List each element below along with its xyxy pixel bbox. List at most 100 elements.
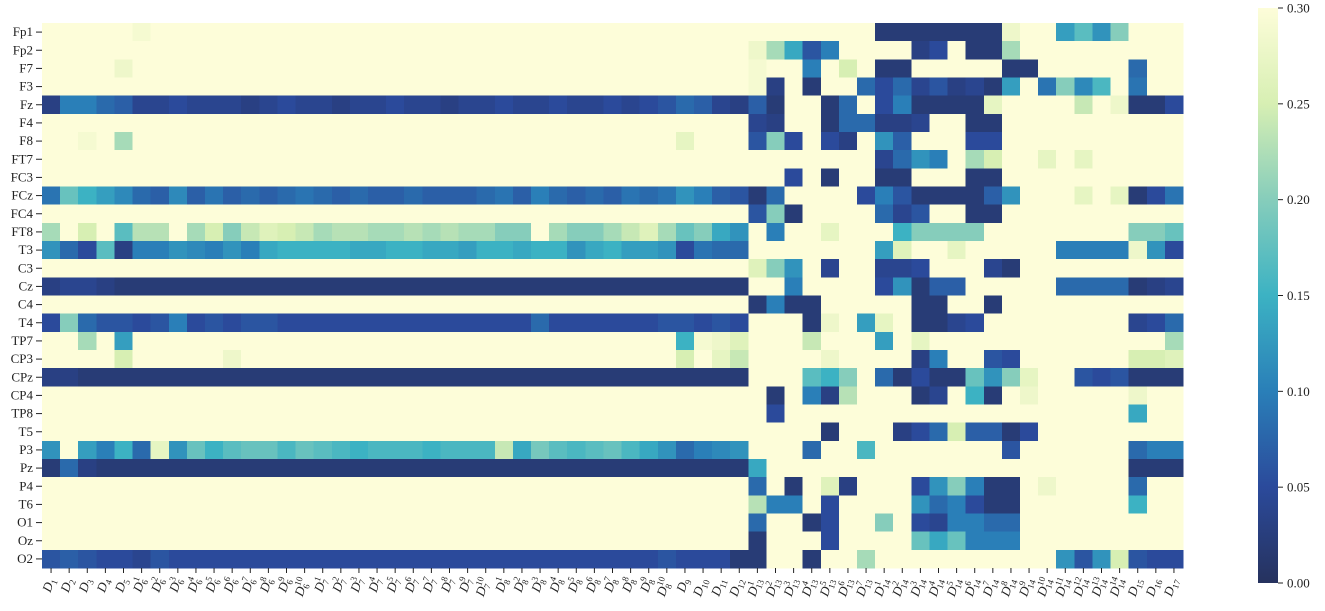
x-label-sup: 2	[890, 579, 901, 587]
heat-cell	[585, 440, 605, 460]
heat-cell	[277, 459, 297, 478]
heat-cell	[857, 241, 876, 260]
heat-cell	[766, 440, 786, 460]
heat-cell	[911, 77, 931, 97]
heat-cell	[1001, 404, 1021, 424]
heat-cell	[349, 204, 369, 224]
x-label-sup: 11	[1053, 576, 1065, 588]
heat-cell	[639, 549, 659, 569]
heat-cell	[313, 113, 333, 133]
heat-cell	[1038, 440, 1057, 460]
heat-cell	[784, 259, 804, 278]
heat-cell	[567, 59, 586, 79]
heat-cell	[259, 386, 279, 406]
heat-cell	[331, 259, 351, 278]
heat-cell	[1056, 331, 1075, 351]
heat-cell	[531, 422, 550, 442]
heat-cell	[150, 295, 170, 315]
heat-cell	[820, 259, 840, 278]
heat-cell	[603, 277, 623, 297]
x-label-sub: 1	[49, 578, 60, 586]
x-label-sub: 9	[683, 578, 694, 586]
heat-cell	[730, 495, 749, 515]
heat-cell	[893, 313, 912, 333]
heat-cell	[186, 495, 206, 515]
heat-cell	[983, 168, 1003, 188]
heat-cell	[150, 59, 170, 79]
heat-cell	[42, 77, 61, 97]
heat-cell	[205, 204, 224, 224]
heat-cell	[458, 132, 478, 151]
heat-cell	[60, 331, 79, 351]
heat-cell	[223, 222, 242, 242]
heat-cell	[1146, 386, 1166, 406]
heat-cell	[1110, 295, 1130, 315]
heat-cell	[404, 495, 423, 515]
heat-cell	[458, 277, 478, 297]
heat-cell	[820, 549, 840, 569]
heat-cell	[748, 477, 768, 496]
heat-cell	[929, 77, 949, 97]
heat-cell	[730, 422, 749, 442]
heat-cell	[694, 132, 713, 151]
heat-cell	[1001, 549, 1021, 569]
heat-cell	[168, 59, 188, 79]
y-tick-label: Oz	[18, 533, 33, 548]
heat-cell	[603, 459, 623, 478]
heat-cell	[802, 204, 822, 224]
heat-cell	[458, 259, 478, 278]
heat-cell	[983, 132, 1003, 151]
heat-cell	[313, 222, 333, 242]
heat-cell	[349, 277, 369, 297]
heat-cell	[96, 368, 116, 387]
heat-cell	[223, 368, 242, 387]
heat-cell	[78, 95, 97, 115]
heat-cell	[313, 313, 333, 333]
heat-cell	[730, 477, 749, 496]
heat-cell	[186, 113, 206, 133]
heat-cell	[150, 204, 170, 224]
heat-cell	[1164, 241, 1184, 260]
heat-cell	[512, 168, 532, 188]
heat-cell	[983, 422, 1003, 442]
heat-cell	[603, 222, 623, 242]
heat-cell	[639, 459, 659, 478]
heat-cell	[531, 241, 550, 260]
heat-cell	[1110, 459, 1130, 478]
heat-cell	[458, 404, 478, 424]
heat-cell	[259, 77, 279, 97]
heat-cell	[1056, 313, 1075, 333]
heat-cell	[458, 59, 478, 79]
x-label-sup: 7	[421, 575, 432, 583]
heat-cell	[784, 23, 804, 42]
heat-cell	[694, 204, 713, 224]
heat-cell	[1092, 331, 1112, 351]
x-label-sup: 12	[1071, 575, 1083, 587]
heat-cell	[404, 549, 423, 569]
heat-cell	[313, 41, 333, 60]
heat-cell	[694, 440, 713, 460]
heat-cell	[259, 368, 279, 387]
heat-cell	[947, 204, 967, 224]
heat-cell	[838, 331, 858, 351]
heat-cell	[458, 459, 478, 478]
heat-cell	[422, 331, 442, 351]
heat-cell	[675, 95, 695, 115]
heat-cell	[512, 222, 532, 242]
heat-cell	[531, 23, 550, 42]
heat-cell	[78, 368, 97, 387]
heat-cell	[404, 422, 423, 442]
heat-cell	[1056, 477, 1075, 496]
heat-cell	[42, 277, 61, 297]
x-label-sub: 6	[230, 578, 241, 586]
heat-cell	[802, 495, 822, 515]
heat-cell	[929, 477, 949, 496]
heat-cell	[748, 549, 768, 569]
heat-cell	[784, 404, 804, 424]
heat-cell	[114, 295, 134, 315]
heat-cell	[331, 168, 351, 188]
heat-cell	[838, 513, 858, 533]
heat-cell	[1092, 404, 1112, 424]
heat-cell	[1128, 241, 1148, 260]
heat-cell	[78, 331, 97, 351]
